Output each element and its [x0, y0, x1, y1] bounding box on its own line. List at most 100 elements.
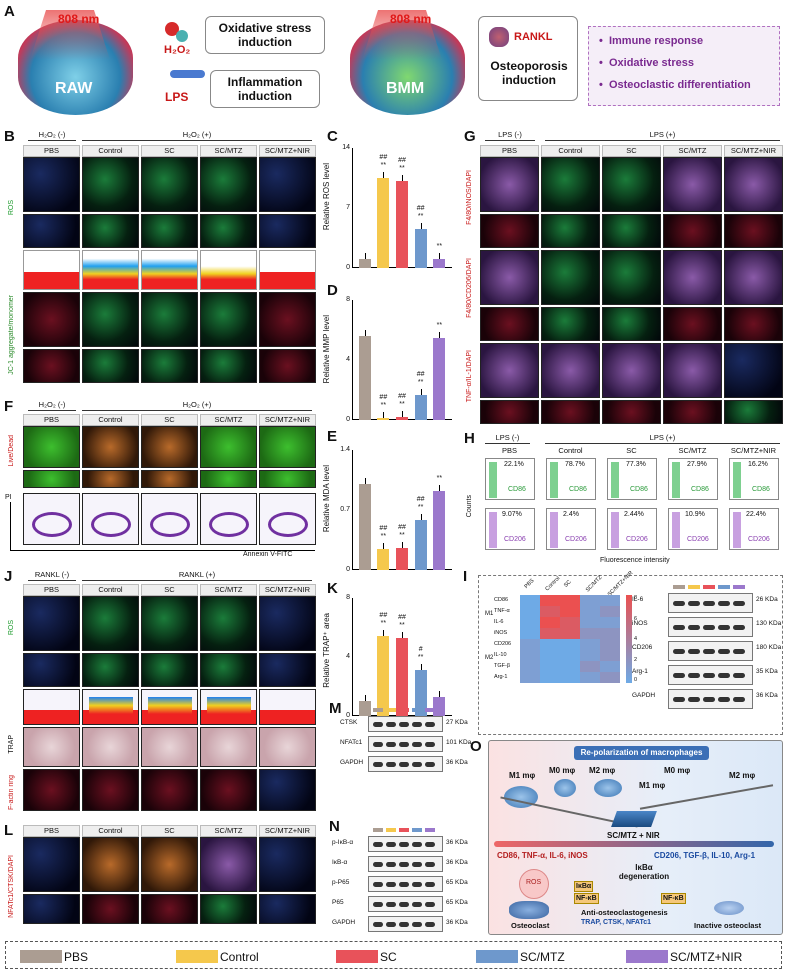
panel-label-m: M [329, 700, 342, 717]
i-cell-1-1 [540, 606, 560, 617]
n-band-4-3 [412, 922, 422, 927]
h-cd86-box-3 [668, 458, 718, 500]
live-sub-1 [82, 470, 139, 488]
group-lps-neg: LPS (-) [485, 130, 535, 141]
n-band-4-4 [425, 922, 435, 927]
m2-cell-icon [594, 779, 622, 797]
j-img-4-0 [23, 769, 80, 811]
h-cd206-box-1 [546, 508, 596, 550]
n-name-1: IκB-α [332, 859, 348, 866]
panel-label-j: J [4, 568, 13, 585]
i-kda-3: 35 KDa [756, 668, 778, 675]
ros-img-3 [200, 157, 257, 212]
h-cd86-val-2: 77.3% [626, 461, 646, 468]
i-cell-5-0 [520, 650, 540, 661]
i-name-3: Arg-1 [632, 668, 648, 675]
i-cell-6-1 [540, 661, 560, 672]
col-l-3: SC/MTZ [200, 825, 257, 837]
i-scale-4: 0 [634, 677, 638, 683]
g-img-5-2 [602, 400, 661, 424]
i-kda-4: 36 KDa [756, 692, 778, 699]
i-cell-0-0 [520, 595, 540, 606]
ox-box: Oxidative stress induction [205, 16, 325, 54]
g-img-3-3 [663, 307, 722, 341]
j-img-2-1 [82, 689, 139, 725]
i-cell-1-2 [560, 606, 580, 617]
n-header-1 [386, 828, 396, 832]
j-img-2-2 [141, 689, 198, 725]
col-f-2: SC [141, 414, 198, 426]
h-cd206-box-3 [668, 508, 718, 550]
n-band-1-4 [425, 862, 435, 867]
g-img-4-1 [541, 343, 600, 398]
j-img-4-4 [259, 769, 316, 811]
lps-icon [170, 70, 205, 78]
flow-1 [82, 493, 139, 545]
h-cd86-peak-2 [611, 462, 619, 498]
i-header-0 [673, 585, 685, 589]
col-b-2: SC [141, 145, 198, 157]
n-band-2-2 [399, 882, 409, 887]
i-cell-7-1 [540, 672, 560, 683]
j-3d-peak-1 [88, 696, 133, 714]
g-img-1-4 [724, 214, 783, 248]
o-m2: M2 mφ [589, 766, 616, 775]
j-img-4-3 [200, 769, 257, 811]
legend-swatch-2 [336, 950, 378, 963]
g-img-4-4 [724, 343, 783, 398]
n-band-0-2 [399, 842, 409, 847]
i-band-0-4 [733, 601, 745, 606]
i-row-0: CD86 [494, 597, 509, 603]
i-scale-2: 4 [634, 636, 638, 642]
sig-K-3-0: # [418, 646, 423, 654]
ros-3d-3 [200, 250, 257, 290]
sig-D-3-0: ## [416, 370, 425, 378]
m-band-1-3 [412, 742, 422, 747]
chart-tick-C-1: 7 [346, 204, 350, 211]
live-sub-3 [200, 470, 257, 488]
j-3d-peak-2 [147, 696, 192, 714]
chart-tick-K-1: 4 [346, 653, 350, 660]
chart-tick-C-2: 14 [342, 144, 350, 151]
col-l-2: SC [141, 825, 198, 837]
h-cd206-lbl-3: CD206 [687, 536, 709, 543]
i-band-3-3 [718, 673, 730, 678]
group-f-pos: H₂O₂ (+) [82, 400, 312, 411]
ros-3d-1 [82, 250, 139, 290]
nm-label-2: 808 nm [390, 12, 432, 26]
m-band-0-3 [412, 722, 422, 727]
col-f-1: Control [82, 414, 139, 426]
i-row-5: IL-10 [494, 652, 507, 658]
col-f-4: SC/MTZ+NIR [259, 414, 316, 426]
h2o2-molecule-icon [165, 22, 179, 36]
ros-bubble-icon [519, 869, 549, 899]
i-row-4: CD206 [494, 641, 512, 647]
errbar-D-4 [439, 331, 441, 338]
sig-D-1-1: ** [380, 401, 387, 409]
sig-C-1-0: ## [379, 154, 388, 161]
bar-K-0 [358, 701, 371, 716]
bar-K-3 [414, 670, 427, 716]
n-band-3-3 [412, 902, 422, 907]
h-cd206-val-4: 22.4% [746, 511, 766, 518]
n-kda-4: 36 KDa [446, 919, 468, 926]
chart-tick-E-0: 0 [346, 566, 350, 573]
legend-label-4: SC/MTZ+NIR [670, 950, 743, 964]
i-header-2 [703, 585, 715, 589]
g-img-5-3 [663, 400, 722, 424]
bar-D-3 [414, 394, 427, 420]
legend-swatch-1 [176, 950, 218, 963]
col-l-1: Control [82, 825, 139, 837]
chart-tick-E-2: 1.4 [340, 446, 350, 453]
live-img-0 [23, 426, 80, 468]
h-cd206-peak-4 [733, 512, 741, 548]
i-cell-6-3 [580, 661, 600, 672]
n-name-0: p-IκB-α [332, 839, 354, 846]
jc1-sub-0 [23, 349, 80, 383]
panel-label-i: I [463, 568, 468, 585]
g-img-3-0 [480, 307, 539, 341]
n-name-2: p-P65 [332, 879, 350, 886]
jc1-sub-3 [200, 349, 257, 383]
h-cd206-peak-3 [672, 512, 680, 548]
g-img-3-2 [602, 307, 661, 341]
